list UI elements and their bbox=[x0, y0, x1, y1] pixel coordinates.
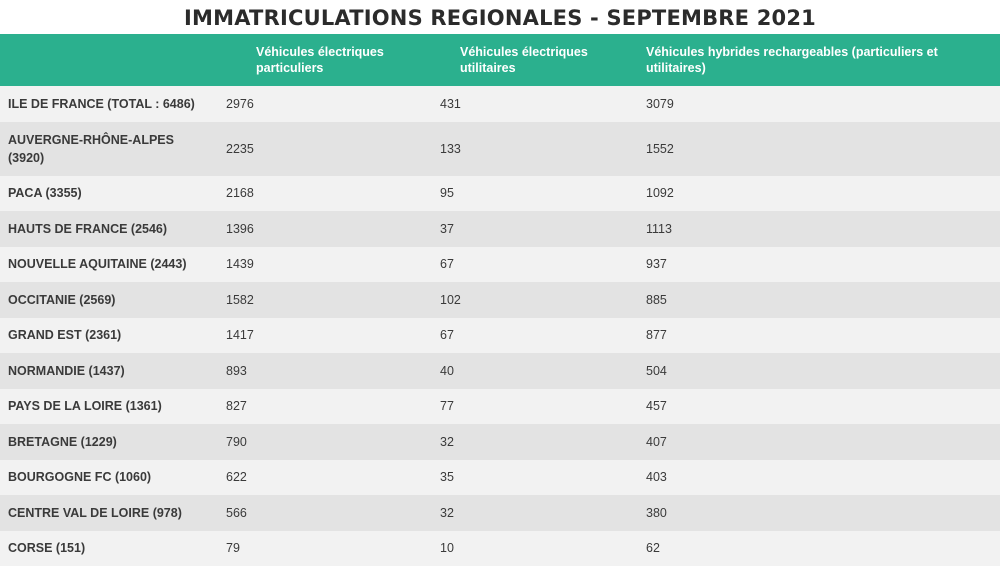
cell-ve-utilitaires: 431 bbox=[432, 86, 638, 122]
cell-ve-particuliers: 2235 bbox=[218, 122, 432, 176]
cell-ve-particuliers: 566 bbox=[218, 495, 432, 531]
cell-ve-particuliers: 622 bbox=[218, 460, 432, 496]
cell-region: NOUVELLE AQUITAINE (2443) bbox=[0, 247, 218, 283]
header-hybrides: Véhicules hybrides rechargeables (partic… bbox=[638, 34, 1000, 86]
cell-region: AUVERGNE-RHÔNE-ALPES (3920) bbox=[0, 122, 218, 176]
cell-hybrides: 62 bbox=[638, 531, 1000, 566]
cell-hybrides: 1552 bbox=[638, 122, 1000, 176]
cell-region: CENTRE VAL DE LOIRE (978) bbox=[0, 495, 218, 531]
cell-ve-utilitaires: 40 bbox=[432, 353, 638, 389]
cell-region: PAYS DE LA LOIRE (1361) bbox=[0, 389, 218, 425]
cell-hybrides: 1113 bbox=[638, 211, 1000, 247]
table-header-row: Véhicules électriques particuliers Véhic… bbox=[0, 34, 1000, 86]
cell-ve-utilitaires: 32 bbox=[432, 424, 638, 460]
cell-hybrides: 877 bbox=[638, 318, 1000, 354]
cell-ve-utilitaires: 67 bbox=[432, 247, 638, 283]
cell-ve-utilitaires: 102 bbox=[432, 282, 638, 318]
cell-region: BOURGOGNE FC (1060) bbox=[0, 460, 218, 496]
cell-ve-particuliers: 1396 bbox=[218, 211, 432, 247]
cell-ve-particuliers: 2976 bbox=[218, 86, 432, 122]
registrations-table: Véhicules électriques particuliers Véhic… bbox=[0, 34, 1000, 566]
cell-hybrides: 380 bbox=[638, 495, 1000, 531]
cell-ve-particuliers: 1582 bbox=[218, 282, 432, 318]
cell-ve-particuliers: 893 bbox=[218, 353, 432, 389]
header-ve-utilitaires: Véhicules électriques utilitaires bbox=[432, 34, 638, 86]
cell-hybrides: 885 bbox=[638, 282, 1000, 318]
cell-ve-particuliers: 79 bbox=[218, 531, 432, 566]
cell-region: HAUTS DE FRANCE (2546) bbox=[0, 211, 218, 247]
cell-hybrides: 504 bbox=[638, 353, 1000, 389]
cell-ve-utilitaires: 95 bbox=[432, 176, 638, 212]
cell-region: PACA (3355) bbox=[0, 176, 218, 212]
cell-hybrides: 3079 bbox=[638, 86, 1000, 122]
cell-ve-utilitaires: 67 bbox=[432, 318, 638, 354]
cell-hybrides: 407 bbox=[638, 424, 1000, 460]
cell-region: GRAND EST (2361) bbox=[0, 318, 218, 354]
cell-ve-particuliers: 827 bbox=[218, 389, 432, 425]
cell-ve-particuliers: 2168 bbox=[218, 176, 432, 212]
cell-region: NORMANDIE (1437) bbox=[0, 353, 218, 389]
cell-ve-utilitaires: 10 bbox=[432, 531, 638, 566]
cell-ve-particuliers: 790 bbox=[218, 424, 432, 460]
cell-ve-particuliers: 1439 bbox=[218, 247, 432, 283]
cell-region: ILE DE FRANCE (TOTAL : 6486) bbox=[0, 86, 218, 122]
header-region bbox=[0, 34, 218, 86]
cell-ve-utilitaires: 77 bbox=[432, 389, 638, 425]
cell-region: OCCITANIE (2569) bbox=[0, 282, 218, 318]
chart-title: IMMATRICULATIONS REGIONALES - SEPTEMBRE … bbox=[0, 0, 1000, 34]
cell-ve-utilitaires: 32 bbox=[432, 495, 638, 531]
cell-hybrides: 403 bbox=[638, 460, 1000, 496]
cell-hybrides: 457 bbox=[638, 389, 1000, 425]
cell-region: CORSE (151) bbox=[0, 531, 218, 566]
cell-ve-utilitaires: 133 bbox=[432, 122, 638, 176]
cell-ve-particuliers: 1417 bbox=[218, 318, 432, 354]
cell-hybrides: 1092 bbox=[638, 176, 1000, 212]
cell-ve-utilitaires: 35 bbox=[432, 460, 638, 496]
header-ve-particuliers: Véhicules électriques particuliers bbox=[218, 34, 432, 86]
cell-ve-utilitaires: 37 bbox=[432, 211, 638, 247]
cell-region: BRETAGNE (1229) bbox=[0, 424, 218, 460]
cell-hybrides: 937 bbox=[638, 247, 1000, 283]
